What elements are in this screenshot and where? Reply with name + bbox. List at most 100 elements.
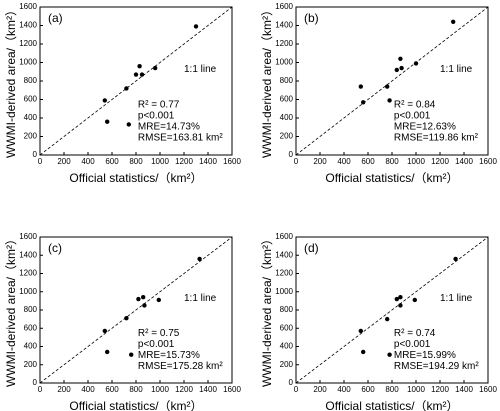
y-tick-label: 1400	[275, 250, 293, 259]
point	[137, 63, 142, 69]
y-tick-label: 600	[24, 95, 38, 104]
one-to-one-line	[39, 236, 233, 384]
x-tick-label: 1200	[175, 385, 193, 394]
stat-text: R² = 0.77	[138, 99, 180, 110]
stat-text: MRE=14.73%	[138, 121, 200, 132]
one-to-one-line	[295, 236, 489, 384]
y-tick-label: 1200	[275, 269, 293, 278]
x-tick-label: 200	[57, 385, 71, 394]
x-tick-label: 800	[129, 385, 143, 394]
line-label: 1:1 line	[184, 64, 217, 75]
y-tick-label: 200	[24, 360, 38, 369]
stat-text: R² = 0.84	[394, 99, 436, 110]
one-to-one-line	[295, 6, 489, 156]
x-tick-label: 1200	[175, 157, 193, 166]
y-axis-label: WWMI-derived area/（km²）	[260, 4, 274, 158]
stat-text: RMSE=194.29 km²	[394, 361, 479, 372]
point	[124, 316, 129, 321]
point	[126, 122, 131, 127]
x-axis-label: Official statistics/（km²）	[325, 171, 458, 185]
x-tick-label: 400	[81, 157, 95, 166]
x-tick-label: 1600	[479, 385, 497, 394]
point	[105, 349, 110, 355]
point	[451, 19, 456, 24]
point	[413, 61, 419, 66]
y-tick-label: 1600	[19, 2, 37, 11]
panel: 0 200 400 600 800 1000 1200 1400 1600 0 200 400 600 8…	[4, 232, 241, 411]
x-tick-label: 600	[361, 385, 375, 394]
y-tick-label: 1400	[19, 250, 37, 259]
panel: 0 200 400 600 800 1000 1200 1400 1600 0 200 400 600 8…	[4, 2, 241, 185]
y-tick-label: 0	[289, 150, 294, 159]
x-tick-label: 1600	[223, 157, 241, 166]
y-tick-label: 400	[24, 342, 38, 351]
y-tick-label: 1000	[275, 58, 293, 67]
stat-text: p<0.001	[394, 110, 431, 121]
line-label: 1:1 line	[440, 293, 473, 304]
y-tick-label: 1400	[275, 21, 293, 30]
line-label: 1:1 line	[440, 64, 473, 75]
y-tick-label: 800	[24, 76, 38, 85]
y-tick-label: 600	[24, 323, 38, 332]
x-tick-label: 1000	[151, 385, 169, 394]
y-tick-label: 1200	[19, 269, 37, 278]
point	[387, 352, 392, 357]
y-tick-label: 1000	[19, 287, 37, 296]
panel: 0 200 400 600 800 1000 1200 1400 1600 0 200 400 600 8…	[260, 2, 497, 185]
y-tick-label: 1000	[19, 58, 37, 67]
x-tick-label: 600	[105, 385, 119, 394]
x-tick-label: 1000	[407, 157, 425, 166]
x-axis-label: Official statistics/（km²）	[69, 171, 202, 185]
x-tick-label: 800	[129, 157, 143, 166]
point	[197, 256, 202, 262]
stat-text: p<0.001	[138, 339, 175, 350]
panel-label: (b)	[304, 11, 319, 25]
point	[124, 86, 129, 91]
line-label: 1:1 line	[184, 293, 217, 304]
point	[102, 98, 108, 103]
point	[361, 100, 366, 105]
x-tick-label: 0	[38, 157, 43, 166]
y-axis-label: WWMI-derived area/（km²）	[4, 4, 18, 158]
x-tick-label: 200	[57, 157, 71, 166]
stat-text: RMSE=175.28 km²	[138, 361, 223, 372]
point	[361, 349, 366, 355]
point	[129, 352, 134, 357]
point	[398, 295, 403, 300]
x-tick-label: 400	[81, 385, 95, 394]
y-axis-label: WWMI-derived area/（km²）	[4, 233, 18, 387]
one-to-one-line	[39, 6, 233, 156]
point	[133, 72, 139, 77]
y-tick-label: 400	[280, 342, 294, 351]
stat-text: MRE=15.99%	[394, 350, 456, 361]
y-axis-label: WWMI-derived area/（km²）	[260, 233, 274, 387]
stat-text: p<0.001	[394, 339, 431, 350]
point	[139, 72, 145, 77]
y-tick-label: 600	[280, 95, 294, 104]
x-axis-label: Official statistics/（km²）	[325, 399, 458, 411]
y-tick-label: 200	[280, 132, 294, 141]
x-tick-label: 0	[294, 157, 299, 166]
point	[453, 256, 458, 262]
y-tick-label: 800	[24, 305, 38, 314]
y-tick-label: 1400	[19, 21, 37, 30]
point	[358, 328, 363, 334]
point	[398, 56, 403, 61]
y-tick-label: 0	[33, 150, 38, 159]
x-tick-label: 200	[313, 385, 327, 394]
x-tick-label: 800	[385, 385, 399, 394]
x-tick-label: 1600	[223, 385, 241, 394]
stat-text: R² = 0.74	[394, 328, 436, 339]
x-tick-label: 600	[361, 157, 375, 166]
panel-label: (d)	[304, 241, 319, 255]
x-tick-label: 200	[313, 157, 327, 166]
point	[412, 297, 417, 303]
panel-label: (a)	[48, 11, 63, 25]
y-tick-label: 1200	[19, 39, 37, 48]
y-tick-label: 200	[280, 360, 294, 369]
stat-text: MRE=15.73%	[138, 350, 200, 361]
x-tick-label: 0	[294, 385, 299, 394]
x-tick-label: 1000	[407, 385, 425, 394]
y-tick-label: 1600	[19, 232, 37, 241]
y-tick-label: 200	[24, 132, 38, 141]
